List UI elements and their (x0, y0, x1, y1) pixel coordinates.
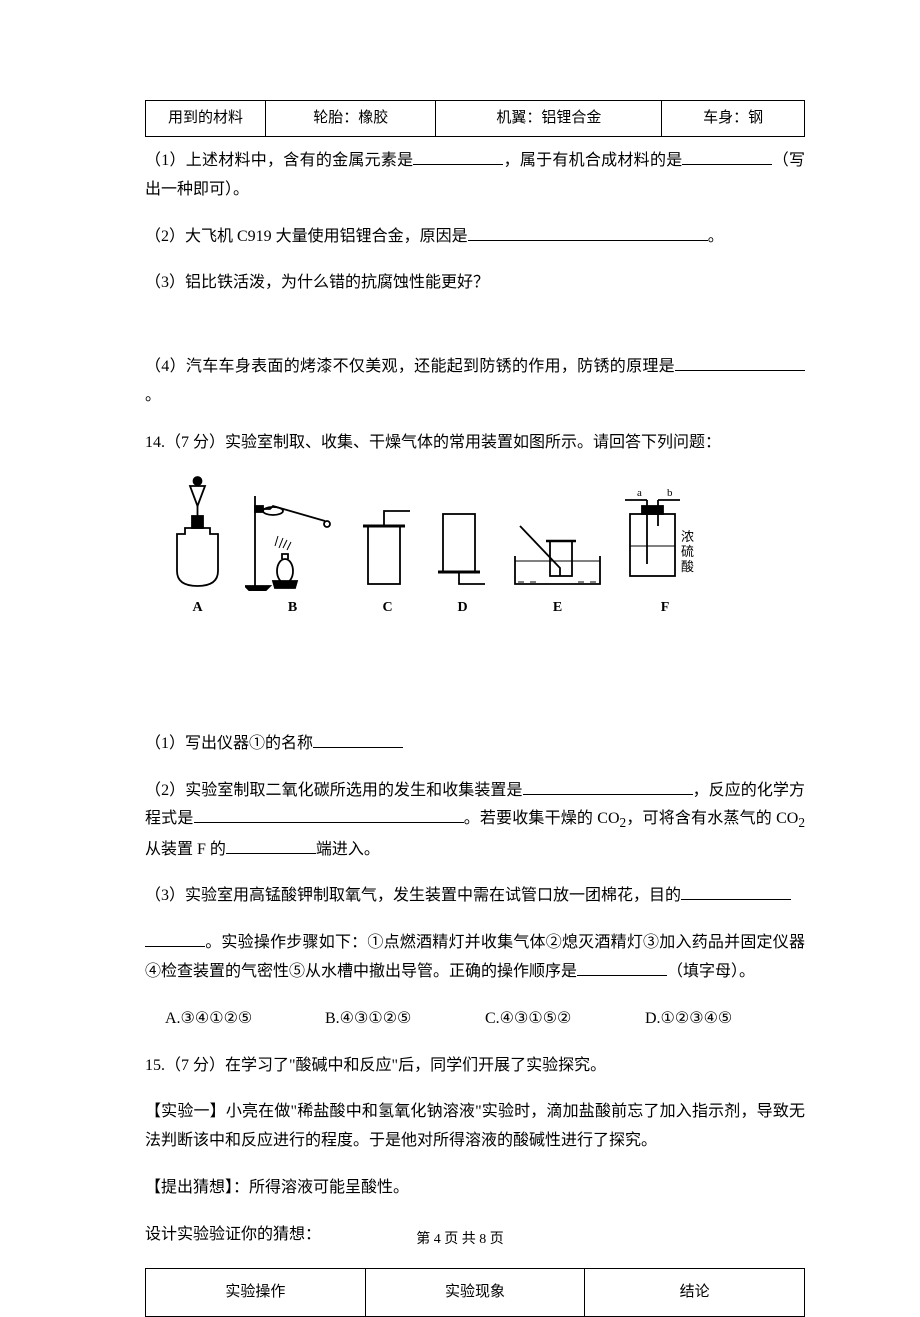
exp-table-header: 实验现象 (365, 1268, 585, 1316)
materials-cell: 轮胎：橡胶 (266, 101, 436, 137)
apparatus-a: A (170, 476, 225, 620)
q13-p2: （2）大飞机 C919 大量使用铝锂合金，原因是。 (145, 223, 805, 252)
blank (468, 240, 708, 241)
option-a: A.③④①②⑤ (145, 1005, 325, 1034)
blank (682, 164, 772, 165)
q14-p3a: （3）实验室用高锰酸钾制取氧气，发生装置中需在试管口放一团棉花，目的 (145, 882, 805, 911)
option-c: C.④③①⑤② (485, 1005, 645, 1034)
materials-cell: 机翼：铝锂合金 (436, 101, 662, 137)
blank (226, 853, 316, 854)
option-b: B.④③①②⑤ (325, 1005, 485, 1034)
q15-exp1: 【实验一】小亮在做"稀盐酸中和氢氧化钠溶液"实验时，滴加盐酸前忘了加入指示剂，导… (145, 1098, 805, 1156)
q14-p2: （2）实验室制取二氧化碳所选用的发生和收集装置是，反应的化学方程式是。若要收集干… (145, 777, 805, 865)
svg-text:b: b (667, 487, 673, 499)
apparatus-d: D (435, 506, 490, 620)
apparatus-c: C (360, 506, 415, 620)
svg-text:a: a (637, 487, 642, 499)
q13-p3: （3）铝比铁活泼，为什么错的抗腐蚀性能更好？ (145, 269, 805, 298)
experiment-table: 实验操作 实验现象 结论 (145, 1268, 805, 1317)
page-footer: 第 4 页 共 8 页 (0, 1227, 920, 1252)
materials-cell: 车身：钢 (662, 101, 805, 137)
exp-table-header: 实验操作 (146, 1268, 366, 1316)
apparatus-e: E (510, 506, 605, 620)
apparatus-f: a b 浓 硫 酸 F (625, 486, 705, 620)
svg-text:硫: 硫 (681, 544, 694, 559)
q14-p3b: 。实验操作步骤如下：①点燃酒精灯并收集气体②熄灭酒精灯③加入药品并固定仪器④检查… (145, 929, 805, 987)
blank (577, 975, 667, 976)
q15-hypothesis: 【提出猜想】：所得溶液可能呈酸性。 (145, 1174, 805, 1203)
blank (413, 164, 503, 165)
exp-table-header: 结论 (585, 1268, 805, 1316)
q14-options: A.③④①②⑤ B.④③①②⑤ C.④③①⑤② D.①②③④⑤ (145, 1005, 805, 1034)
blank (145, 946, 205, 947)
blank (523, 794, 693, 795)
q13-p1: （1）上述材料中，含有的金属元素是，属于有机合成材料的是（写出一种即可）。 (145, 147, 805, 205)
svg-text:浓: 浓 (681, 529, 694, 544)
q14-intro: 14.（7 分）实验室制取、收集、干燥气体的常用装置如图所示。请回答下列问题： (145, 429, 805, 458)
materials-table: 用到的材料 轮胎：橡胶 机翼：铝锂合金 车身：钢 (145, 100, 805, 137)
option-d: D.①②③④⑤ (645, 1005, 805, 1034)
blank (675, 370, 805, 371)
blank (194, 822, 464, 823)
apparatus-b: B (245, 476, 340, 620)
apparatus-diagram: A B C (170, 476, 805, 620)
blank (313, 747, 403, 748)
q15-intro: 15.（7 分）在学习了"酸碱中和反应"后，同学们开展了实验探究。 (145, 1052, 805, 1081)
q14-p1: （1）写出仪器①的名称 (145, 730, 805, 759)
svg-text:酸: 酸 (681, 559, 694, 574)
blank (681, 899, 791, 900)
q13-p4: （4）汽车车身表面的烤漆不仅美观，还能起到防锈的作用，防锈的原理是。 (145, 353, 805, 411)
materials-header: 用到的材料 (146, 101, 266, 137)
